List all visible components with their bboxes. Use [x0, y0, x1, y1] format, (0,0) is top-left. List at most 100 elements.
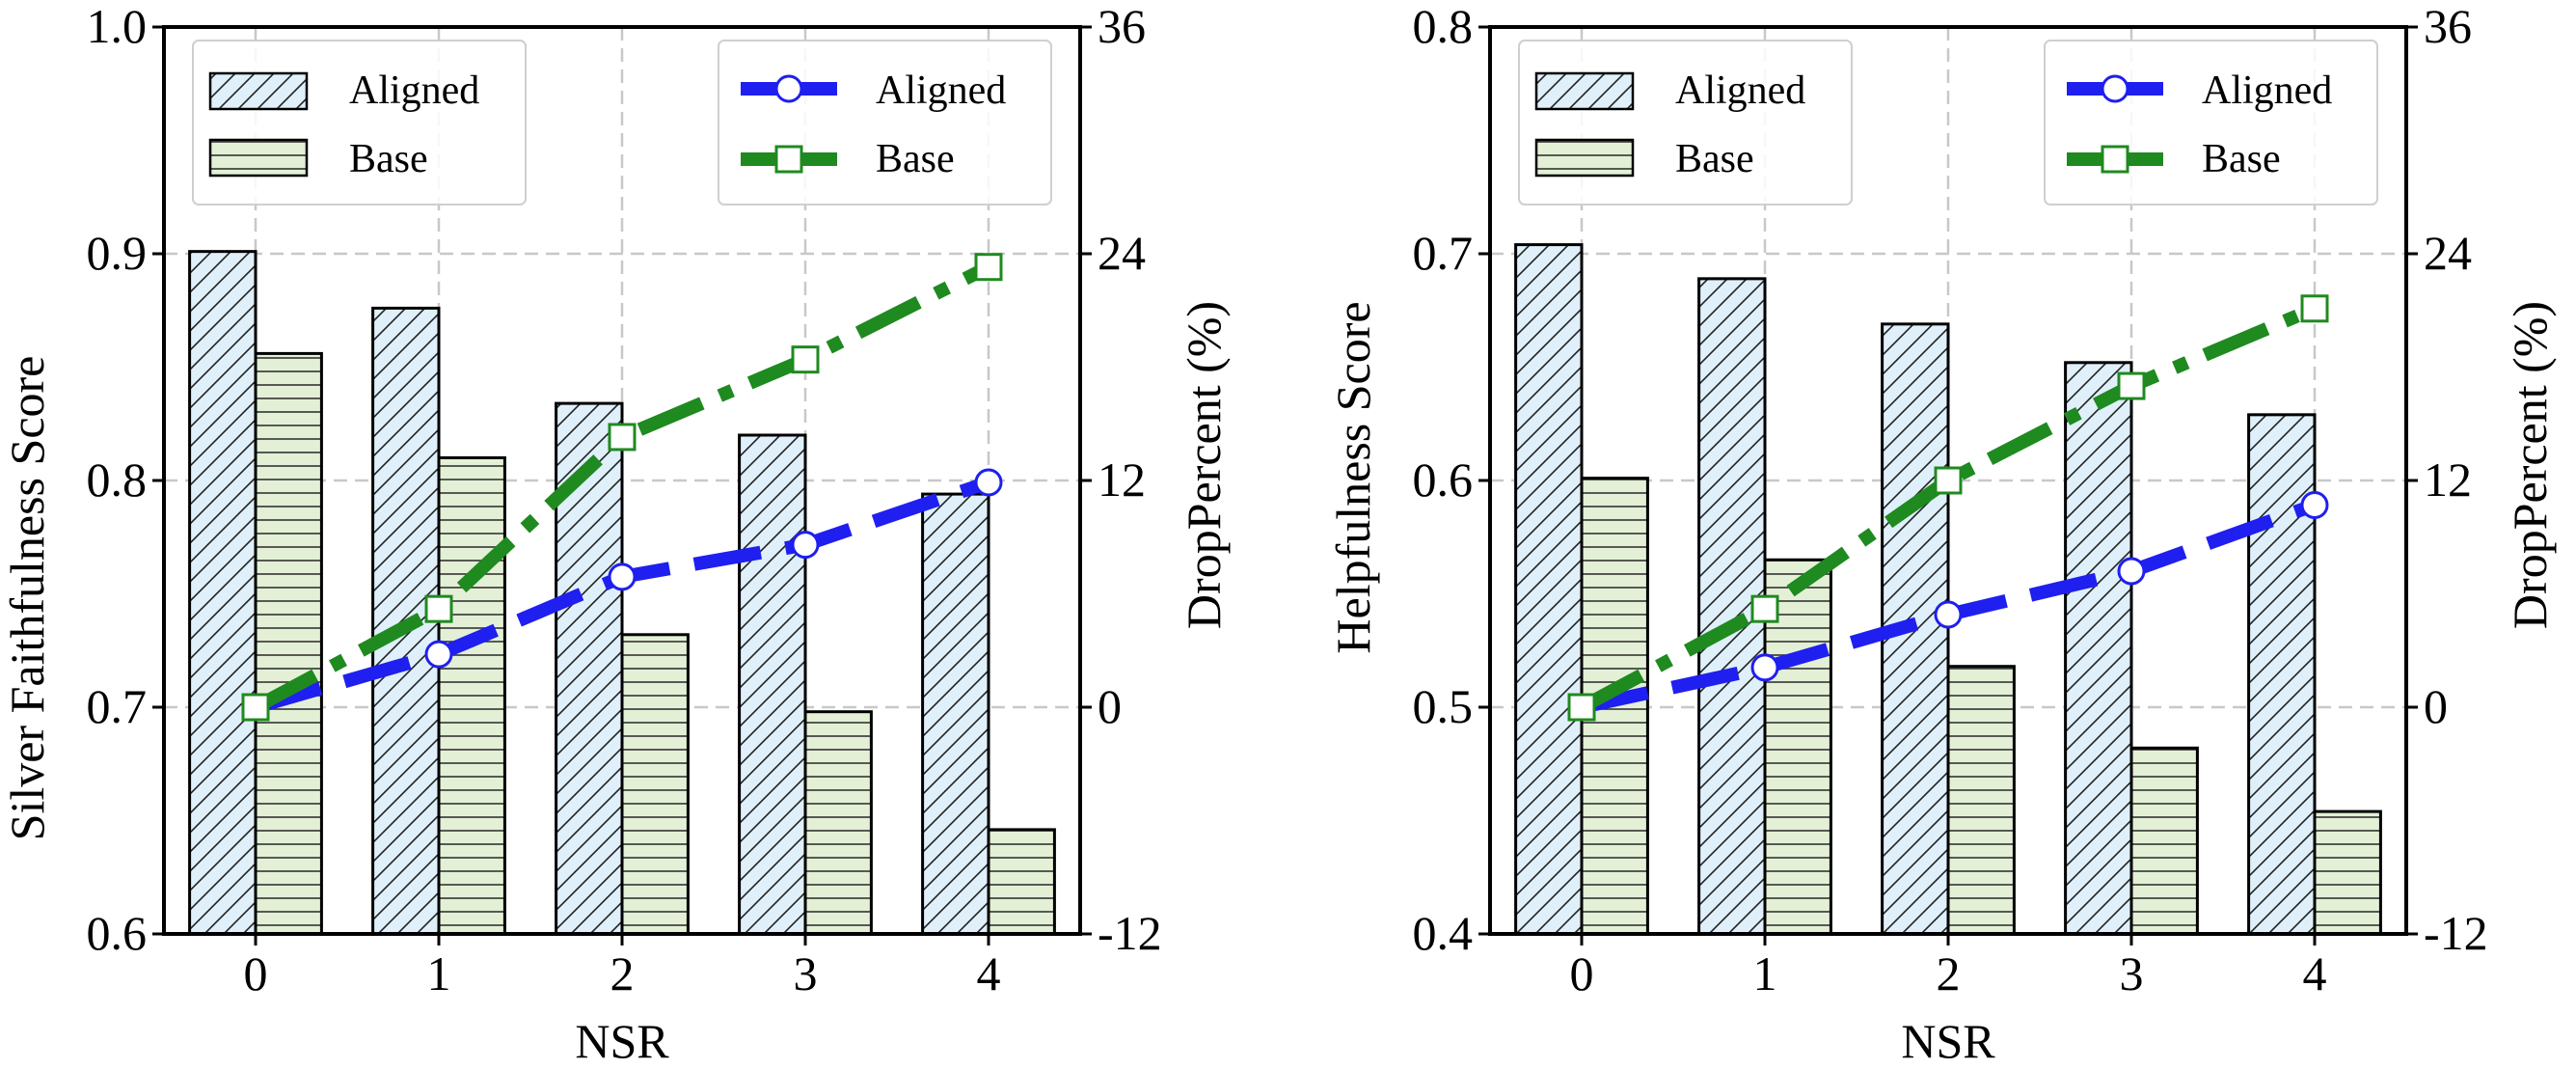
marker-base: [974, 253, 1003, 282]
bar-base: [987, 828, 1056, 936]
left-tick-label: 0.8: [1413, 0, 1474, 53]
right-tick-label: -12: [1098, 906, 1162, 960]
right-tick-label: 36: [2424, 0, 2472, 53]
marker-base: [424, 594, 453, 623]
legend-marker-aligned: [774, 74, 803, 103]
marker-base: [2117, 371, 2146, 400]
marker-base: [608, 423, 637, 452]
marker-aligned: [2117, 557, 2146, 586]
bar-aligned: [2064, 361, 2133, 936]
bar-aligned: [921, 492, 990, 936]
right-tick-label: 12: [1098, 452, 1146, 507]
x-axis-ticks: 0 1 2 3 4: [1570, 934, 2327, 1000]
legend-swatch-base-bar: [208, 138, 309, 178]
y2-axis-label: DropPercent (%): [1177, 301, 1231, 629]
bar-aligned: [1514, 243, 1584, 936]
left-axis-ticks: 0.6 0.7 0.8 0.9 1.0: [87, 0, 164, 960]
marker-base: [1567, 693, 1596, 722]
x-tick-label: 3: [794, 946, 818, 1000]
legend-marker-base: [2101, 145, 2129, 174]
legend-swatch-base-bar: [1534, 138, 1635, 178]
marker-base: [2300, 294, 2329, 323]
line-series: [1567, 294, 2329, 722]
left-tick-label: 0.4: [1413, 906, 1474, 960]
line-base: [252, 260, 992, 714]
left-tick-label: 0.7: [87, 679, 148, 733]
marker-base: [241, 693, 270, 722]
x-tick-label: 4: [977, 946, 1001, 1000]
bar-base: [437, 456, 506, 936]
legend-label-aligned-line: Aligned: [876, 69, 1006, 113]
y-axis-label: Helpfulness Score: [1326, 301, 1380, 653]
left-tick-label: 0.8: [87, 452, 148, 507]
line-series: [241, 253, 1003, 722]
x-tick-label: 0: [1570, 946, 1594, 1000]
line-legend: Aligned Base: [718, 40, 1052, 206]
bar-aligned: [738, 433, 807, 936]
left-axis-ticks: 0.4 0.5 0.6 0.7 0.8: [1413, 0, 1490, 960]
x-tick-label: 0: [244, 946, 268, 1000]
bar-base: [620, 633, 690, 936]
right-tick-label: 24: [2424, 226, 2472, 280]
bar-base: [803, 710, 873, 936]
bar-base: [2313, 809, 2382, 936]
line-base: [1578, 302, 2318, 714]
marker-aligned: [1750, 653, 1779, 682]
x-tick-label: 2: [1937, 946, 1961, 1000]
bar-series: [1514, 243, 2382, 936]
marker-aligned: [608, 562, 637, 591]
right-axis-ticks: -12 0 12 24 36: [2406, 0, 2488, 960]
legend-label-base-line: Base: [2202, 137, 2281, 181]
bar-base: [1946, 665, 2016, 936]
legend-label-base-bar: Base: [1675, 137, 1754, 181]
legend-label-base-line: Base: [876, 137, 955, 181]
bar-base: [254, 351, 323, 936]
left-tick-label: 0.6: [1413, 452, 1474, 507]
right-tick-label: 36: [1098, 0, 1146, 53]
bar-legend: Aligned Base: [1518, 40, 1853, 206]
x-tick-label: 2: [610, 946, 635, 1000]
marker-base: [1934, 466, 1963, 495]
marker-base: [1750, 594, 1779, 623]
right-tick-label: 12: [2424, 452, 2472, 507]
legend-label-aligned-bar: Aligned: [1675, 69, 1805, 113]
y2-axis-label: DropPercent (%): [2503, 301, 2557, 629]
bar-aligned: [188, 250, 258, 936]
left-tick-label: 0.5: [1413, 679, 1474, 733]
legend-swatch-aligned-bar: [208, 71, 309, 111]
left-tick-label: 0.9: [87, 226, 148, 280]
x-axis-label: NSR: [575, 1014, 669, 1064]
legend-label-base-bar: Base: [349, 137, 428, 181]
right-tick-label: 0: [2424, 679, 2448, 733]
left-tick-label: 0.7: [1413, 226, 1474, 280]
legend-marker-base: [774, 145, 803, 174]
bar-legend: Aligned Base: [192, 40, 527, 206]
left-tick-label: 1.0: [87, 0, 148, 53]
marker-aligned: [791, 531, 820, 560]
marker-base: [791, 345, 820, 374]
left-tick-label: 0.6: [87, 906, 148, 960]
legend-label-aligned-bar: Aligned: [349, 69, 479, 113]
y-axis-label: Silver Faithfulness Score: [0, 356, 54, 841]
right-axis-ticks: -12 0 12 24 36: [1080, 0, 1162, 960]
x-axis-label: NSR: [1901, 1014, 1995, 1064]
x-tick-label: 1: [1753, 946, 1777, 1000]
right-tick-label: 0: [1098, 679, 1122, 733]
right-tick-label: -12: [2424, 906, 2488, 960]
right-tick-label: 24: [1098, 226, 1146, 280]
line-legend: Aligned Base: [2044, 40, 2378, 206]
legend-marker-aligned: [2101, 74, 2129, 103]
legend-label-aligned-line: Aligned: [2202, 69, 2332, 113]
marker-aligned: [2300, 490, 2329, 519]
x-tick-label: 3: [2120, 946, 2144, 1000]
bar-base: [2129, 746, 2199, 936]
marker-aligned: [424, 640, 453, 669]
x-tick-label: 1: [427, 946, 451, 1000]
marker-aligned: [974, 468, 1003, 497]
legend-swatch-aligned-bar: [1534, 71, 1635, 111]
x-axis-ticks: 0 1 2 3 4: [244, 934, 1001, 1000]
